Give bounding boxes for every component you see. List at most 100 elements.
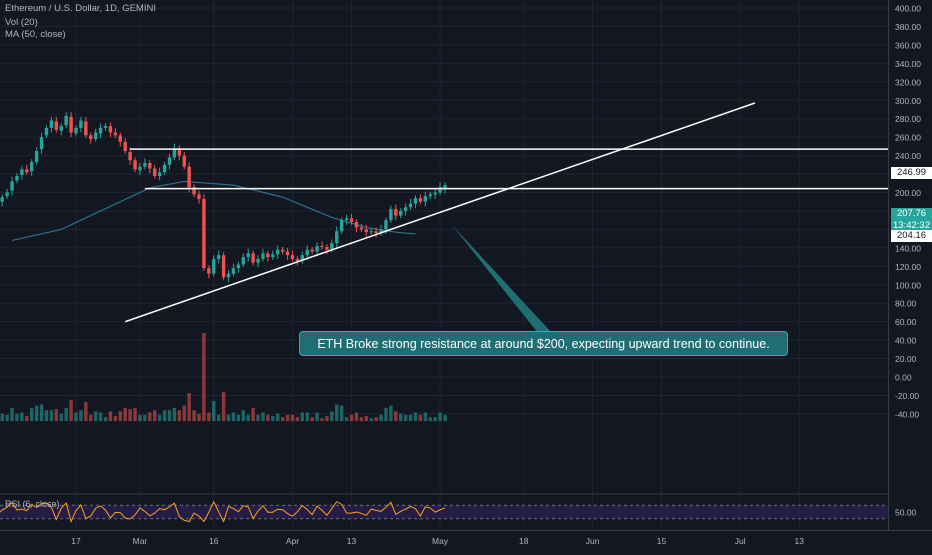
volume-bar — [157, 414, 162, 422]
volume-bar — [320, 418, 324, 422]
candle-body — [280, 249, 285, 252]
candle-body — [403, 207, 408, 211]
candle-body — [364, 229, 368, 233]
volume-bar — [315, 412, 319, 422]
candle-body — [143, 162, 147, 167]
rsi-tick-label: 50.00 — [895, 508, 917, 518]
y-tick-label: 80.00 — [895, 299, 917, 309]
candle-body — [423, 196, 428, 202]
y-tick-label: 40.00 — [895, 336, 917, 346]
symbol-legend[interactable]: Ethereum / U.S. Dollar, 1D, GEMINI — [5, 3, 156, 14]
candle-body — [69, 116, 73, 133]
volume-bar — [305, 412, 309, 422]
y-tick-label: 140.00 — [895, 243, 921, 253]
annotation-callout[interactable]: ETH Broke strong resistance at around $2… — [299, 331, 788, 356]
candle-body — [84, 121, 88, 136]
y-tick-label: 0.00 — [895, 373, 912, 383]
candle-body — [30, 162, 34, 172]
volume-bar — [310, 417, 314, 422]
candle-body — [54, 121, 59, 130]
candle-body — [93, 132, 98, 139]
candle-body — [212, 258, 216, 274]
volume-bar — [290, 414, 295, 422]
volume-bar — [403, 414, 408, 422]
candle-body — [241, 257, 245, 265]
y-tick-label: -20.00 — [895, 391, 919, 401]
y-tick-label: 100.00 — [895, 280, 921, 290]
candle-body — [148, 162, 152, 169]
candle-body — [394, 209, 398, 216]
volume-bar — [118, 411, 122, 422]
volume-bar — [428, 417, 432, 422]
y-tick-label: 200.00 — [895, 188, 921, 198]
volume-bar — [69, 399, 73, 422]
ma-legend[interactable]: MA (50, close) — [5, 29, 66, 40]
price-tag-resistance-high: 246.99 — [891, 167, 932, 179]
candle-body — [182, 155, 186, 167]
candle-body — [320, 246, 324, 248]
candle-body — [413, 198, 418, 204]
candle-body — [98, 127, 103, 134]
volume-bar — [167, 410, 172, 422]
volume-bar — [418, 414, 423, 422]
candle-body — [271, 254, 275, 258]
candle-body — [10, 181, 14, 191]
candle-body — [216, 255, 221, 259]
candle-body — [113, 132, 118, 136]
volume-bar — [271, 415, 275, 422]
volume-bar — [413, 412, 418, 422]
candle-body — [44, 127, 49, 136]
volume-bar — [374, 417, 378, 422]
candle-body — [399, 210, 403, 216]
volume-bar — [30, 407, 34, 422]
callout-pointer — [452, 225, 552, 333]
candle-body — [202, 198, 206, 269]
volume-bar — [433, 417, 437, 422]
rsi-legend[interactable]: RSI (6, close) — [5, 499, 60, 509]
candle-body — [236, 264, 241, 269]
volume-bar — [54, 409, 59, 422]
rsi-line — [0, 500, 446, 524]
candle-body — [408, 203, 413, 208]
price-tag-last: 207.76 — [891, 208, 932, 220]
candle-body — [221, 255, 226, 278]
volume-bar — [5, 414, 9, 422]
candle-body — [20, 169, 24, 175]
candle-body — [295, 258, 300, 261]
candle-body — [49, 120, 54, 128]
candle-body — [123, 141, 127, 151]
volume-bar — [236, 414, 241, 422]
candle-body — [207, 268, 211, 274]
volume-bar — [212, 400, 216, 422]
candle-body — [39, 137, 44, 150]
candle-body — [310, 249, 314, 252]
candle-body — [339, 220, 344, 232]
volume-bar — [266, 414, 270, 422]
volume-bar — [15, 413, 19, 422]
candle-body — [133, 160, 137, 170]
volume-bar — [172, 407, 177, 422]
rsi-band — [0, 505, 888, 519]
candle-body — [34, 150, 39, 163]
candle-body — [354, 222, 359, 228]
volume-bar — [59, 413, 63, 422]
volume-bar — [44, 410, 49, 422]
candle-body — [443, 185, 447, 189]
volume-bar — [25, 415, 29, 422]
candle-body — [335, 231, 339, 244]
candle-body — [359, 227, 364, 230]
candle-body — [167, 157, 172, 165]
candle-body — [246, 253, 250, 258]
volume-bar — [226, 414, 231, 422]
volume-bar — [84, 402, 88, 422]
volume-bar — [128, 409, 132, 422]
volume-legend[interactable]: Vol (20) — [5, 17, 38, 28]
volume-bar — [103, 417, 108, 422]
volume-bar — [251, 407, 255, 422]
volume-bar — [241, 410, 245, 422]
candle-body — [64, 115, 68, 126]
volume-bar — [389, 405, 393, 422]
